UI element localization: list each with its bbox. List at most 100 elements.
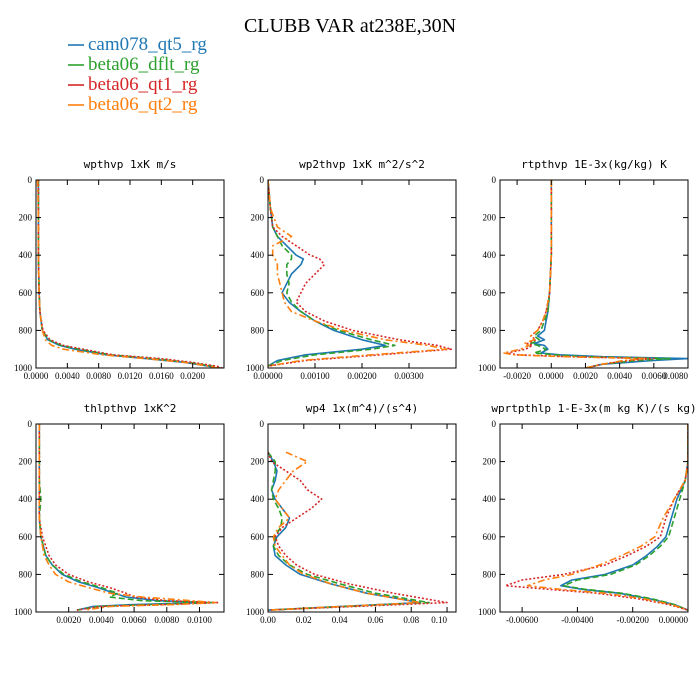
series-line-beta06_qt1_rg (37, 180, 223, 368)
x-tick-label: 0.04 (332, 615, 348, 625)
x-tick-label: 0.0020 (56, 615, 81, 625)
y-tick-label: 400 (251, 250, 265, 260)
y-tick-label: 0 (260, 419, 265, 429)
x-tick-label: 0.0000 (539, 371, 564, 381)
x-tick-label: 0.0160 (149, 371, 174, 381)
y-tick-label: 1000 (246, 363, 265, 373)
chart-panel-3: rtpthvp 1E-3x(kg/kg) K 0 200 400 600 800 1000-… (478, 158, 689, 381)
legend: cam078_qt5_rgbeta06_dflt_rgbeta06_qt1_rg… (68, 34, 207, 115)
y-tick-label: 200 (19, 213, 33, 223)
chart-panel-4: thlpthvp 1xK^2 0 200 400 600 800 1000 0.0020 0.0… (14, 402, 225, 625)
chart-panel-6: wprtpthlp 1-E-3x(m kg K)/(s kg) 0 200 400 60… (478, 402, 697, 625)
y-tick-label: 800 (19, 325, 33, 335)
y-tick-label: 600 (19, 288, 33, 298)
x-tick-label: 0.0200 (180, 371, 205, 381)
x-tick-label: -0.00200 (617, 615, 650, 625)
y-tick-label: 800 (251, 569, 265, 579)
x-tick-label: 0.0060 (122, 615, 147, 625)
y-tick-label: 1000 (14, 363, 33, 373)
legend-entry: beta06_dflt_rg (88, 54, 200, 75)
figure-title: CLUBB VAR at238E,30N (244, 15, 456, 37)
series-line-beta06_qt2_rg (38, 424, 217, 611)
chart-panel-2: wp2thvp 1xK m^2/s^2020040060080010000.00… (246, 158, 457, 381)
x-tick-label: 0.0060 (641, 371, 666, 381)
x-tick-label: 0.0040 (55, 371, 80, 381)
legend-entry: beta06_qt2_rg (88, 94, 198, 115)
y-tick-label: 200 (251, 457, 265, 467)
x-tick-label: 0.0040 (607, 371, 632, 381)
series-line-beta06_qt1_rg (268, 180, 453, 367)
x-tick-label: 0.0080 (154, 615, 179, 625)
y-tick-label: 200 (251, 213, 265, 223)
y-tick-label: 400 (483, 494, 497, 504)
y-tick-label: 0 (28, 419, 33, 429)
series-line-beta06_dflt_rg (37, 180, 221, 368)
y-tick-label: 600 (19, 532, 33, 542)
series-line-cam078_qt5_rg (559, 424, 688, 611)
panel-title: wp4 1x(m^4)/(s^4) (306, 402, 419, 415)
y-tick-label: 1000 (478, 607, 497, 617)
x-tick-label: 0.0020 (573, 371, 598, 381)
x-tick-label: 0.10 (431, 615, 447, 625)
y-tick-label: 1000 (246, 607, 265, 617)
y-tick-label: 0 (260, 175, 265, 185)
plot-frame (267, 423, 457, 613)
x-tick-label: 0.00 (260, 615, 276, 625)
x-tick-label: 0.00200 (347, 371, 377, 381)
series-line-beta06_qt1_rg (268, 451, 448, 611)
panel-title: wprtpthlp 1-E-3x(m kg K)/(s kg) (491, 402, 696, 415)
panel-title: wp2thvp 1xK m^2/s^2 (299, 158, 425, 171)
series-line-beta06_qt1_rg (505, 180, 655, 368)
x-tick-label: 0.0000 (24, 371, 49, 381)
x-tick-label: 0.00000 (659, 615, 689, 625)
y-tick-label: 800 (19, 569, 33, 579)
y-tick-label: 800 (483, 569, 497, 579)
y-tick-label: 0 (28, 175, 33, 185)
plot-frame (499, 423, 689, 613)
series-line-cam078_qt5_rg (533, 180, 688, 368)
series-line-beta06_qt2_rg (502, 180, 647, 368)
panel-title: thlpthvp 1xK^2 (84, 402, 177, 415)
y-tick-label: 0 (492, 175, 497, 185)
x-tick-label: 0.02 (296, 615, 312, 625)
y-tick-label: 800 (483, 325, 497, 335)
series-line-beta06_qt2_rg (526, 424, 688, 611)
series-line-beta06_dflt_rg (562, 424, 688, 611)
x-tick-label: -0.00600 (506, 615, 539, 625)
series-line-cam078_qt5_rg (268, 451, 422, 611)
series-line-cam078_qt5_rg (37, 180, 217, 368)
series-line-beta06_qt2_rg (268, 180, 448, 367)
x-tick-label: -0.00400 (561, 615, 594, 625)
x-tick-label: 0.0120 (118, 371, 143, 381)
series-line-cam078_qt5_rg (38, 424, 209, 611)
x-tick-label: 0.08 (403, 615, 419, 625)
plot-frame (499, 179, 689, 369)
y-tick-label: 600 (483, 532, 497, 542)
series-line-beta06_qt2_rg (268, 451, 422, 611)
legend-entry: cam078_qt5_rg (88, 34, 207, 55)
x-tick-label: 0.00300 (394, 371, 424, 381)
plot-frame (35, 179, 225, 369)
y-tick-label: 200 (483, 213, 497, 223)
y-tick-label: 1000 (14, 607, 33, 617)
y-tick-label: 800 (251, 325, 265, 335)
x-tick-label: 0.00000 (253, 371, 283, 381)
y-tick-label: 0 (492, 419, 497, 429)
y-tick-label: 400 (19, 494, 33, 504)
series-line-beta06_qt1_rg (504, 424, 688, 611)
x-tick-label: 0.0040 (89, 615, 114, 625)
y-tick-label: 600 (483, 288, 497, 298)
x-tick-label: 0.0080 (86, 371, 111, 381)
plot-frame (35, 423, 225, 613)
x-tick-label: -0.0020 (503, 371, 531, 381)
x-tick-label: 0.06 (368, 615, 384, 625)
panel-title: wpthvp 1xK m/s (84, 158, 177, 171)
y-tick-label: 200 (483, 457, 497, 467)
legend-entry: beta06_qt1_rg (88, 74, 198, 95)
y-tick-label: 400 (483, 250, 497, 260)
series-line-beta06_qt1_rg (38, 424, 220, 611)
